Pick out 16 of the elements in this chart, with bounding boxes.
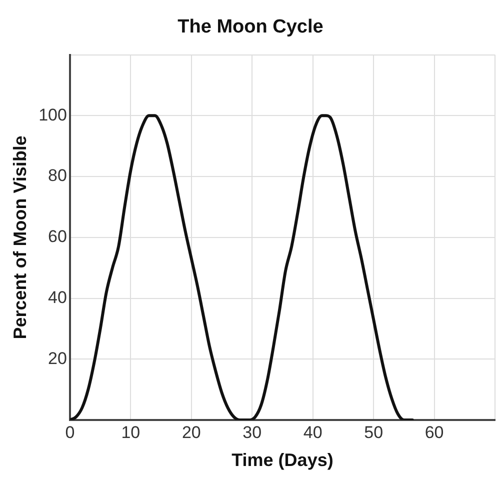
y-tick-label: 60 (48, 227, 67, 246)
y-tick-label: 40 (48, 288, 67, 307)
x-axis-title: Time (Days) (232, 450, 334, 470)
chart-title: The Moon Cycle (178, 16, 324, 38)
y-tick-label: 100 (38, 105, 67, 124)
y-tick-label: 80 (48, 166, 67, 186)
x-tick-label: 20 (182, 422, 201, 442)
y-axis-title: Percent of Moon Visible (10, 136, 30, 340)
x-tick-label: 10 (121, 422, 140, 442)
x-tick-label: 50 (364, 422, 384, 442)
line-series (70, 114, 414, 420)
x-tick-label: 60 (424, 422, 444, 442)
x-tick-label: 0 (65, 422, 75, 442)
y-tick-label: 20 (48, 348, 67, 368)
x-tick-label: 30 (242, 422, 262, 442)
x-tick-label: 40 (303, 422, 322, 442)
